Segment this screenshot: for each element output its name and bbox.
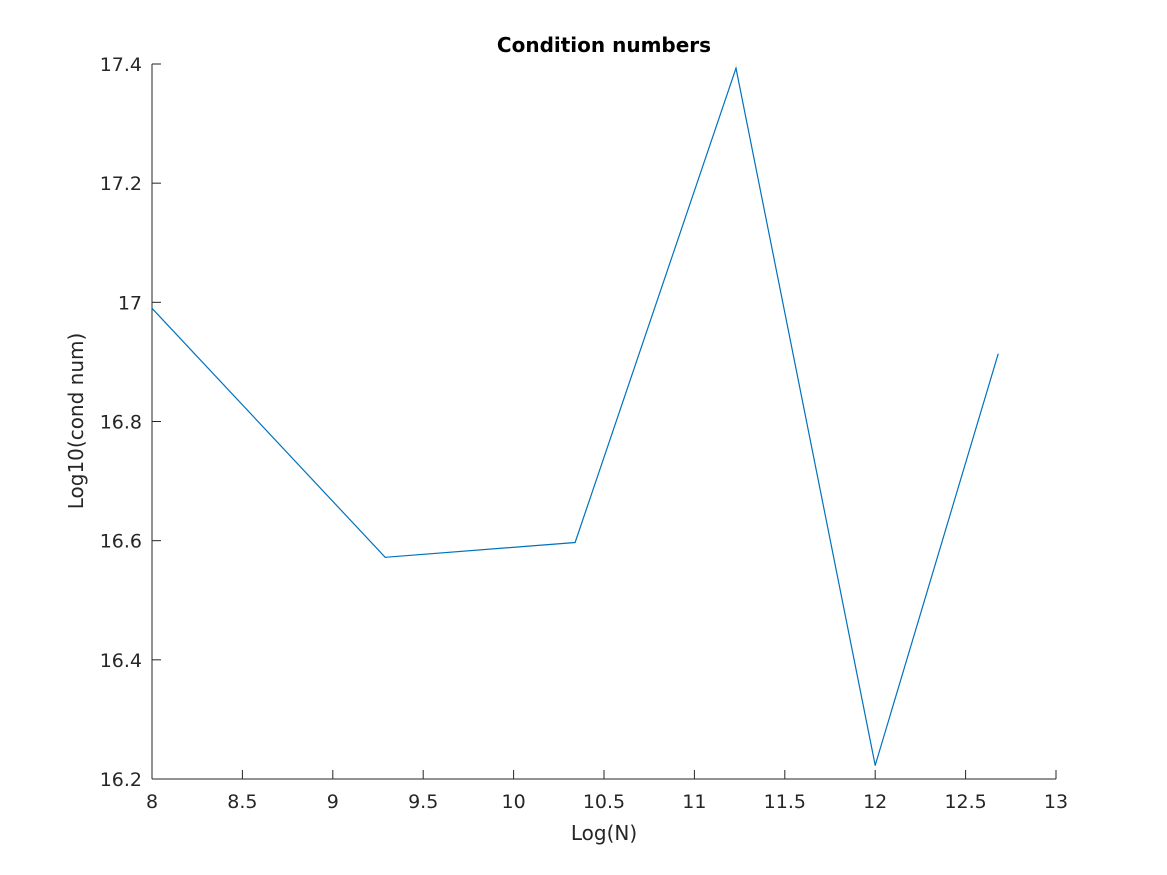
- data-point: [997, 353, 999, 355]
- y-tick-label: 16.6: [100, 531, 142, 553]
- y-tick-label: 17: [118, 292, 142, 314]
- x-tick-label: 11: [682, 791, 706, 813]
- x-tick-label: 8: [146, 791, 158, 813]
- y-tick-label: 16.8: [100, 412, 142, 434]
- y-ticks: 16.2 16.4 16.6 16.8 17 17.2 17.4: [100, 54, 161, 791]
- x-axis-label: Log(N): [571, 821, 637, 845]
- x-tick-label: 12.5: [944, 791, 986, 813]
- y-tick-label: 16.4: [100, 650, 142, 672]
- y-tick-label: 16.2: [100, 769, 142, 791]
- series-line: [151, 65, 999, 766]
- y-tick-label: 17.4: [100, 54, 142, 76]
- x-ticks: 8 8.5 9 9.5 10 10.5 11 11.5 12 12.5 13: [146, 770, 1068, 813]
- x-tick-label: 10: [502, 791, 526, 813]
- data-point: [574, 541, 576, 544]
- data-point: [151, 307, 153, 309]
- x-tick-label: 10.5: [583, 791, 625, 813]
- data-point: [384, 556, 386, 558]
- x-tick-label: 12: [863, 791, 887, 813]
- plot-area: [151, 65, 999, 766]
- x-tick-label: 8.5: [227, 791, 257, 813]
- data-point: [874, 764, 876, 766]
- x-tick-label: 9.5: [408, 791, 438, 813]
- data-point: [735, 67, 737, 69]
- chart-title: Condition numbers: [497, 33, 711, 57]
- x-tick-label: 13: [1044, 791, 1068, 813]
- axes: [151, 64, 1056, 780]
- y-tick-label: 17.2: [100, 173, 142, 195]
- y-axis-label: Log10(cond num): [64, 333, 88, 510]
- x-tick-label: 9: [327, 791, 339, 813]
- x-tick-label: 11.5: [764, 791, 806, 813]
